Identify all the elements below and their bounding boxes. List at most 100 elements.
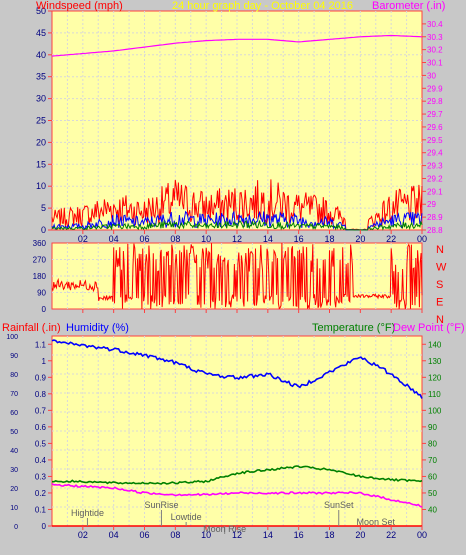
x-tick-label: 16 [294, 234, 304, 244]
annotation-label: Hightide [71, 508, 104, 518]
right-tick-label: 29.2 [427, 174, 443, 183]
x-tick-label: 18 [324, 234, 334, 244]
barometer-series [51, 34, 423, 57]
rain-tick-label: 1 [42, 357, 47, 366]
rain-tick-label: 0.3 [35, 472, 47, 481]
left-tick-label: 30 [36, 94, 46, 104]
direction-tick-label: 0 [42, 305, 47, 314]
x-tick-label: 10 [201, 234, 211, 244]
left-tick-label: 50 [36, 6, 46, 16]
wind-direction-series [51, 242, 423, 310]
right-tick-label: 29.8 [427, 97, 443, 106]
direction-tick-label: 180 [33, 272, 47, 281]
rain-tick-label: 0.2 [35, 489, 47, 498]
x-tick-label: 06 [139, 234, 149, 244]
right-tick-label: 29.7 [427, 110, 443, 119]
annotation-label: Lowtide [171, 512, 202, 522]
left-tick-label: 35 [36, 72, 46, 82]
x-tick-label: 16 [294, 530, 304, 540]
x-tick-label: 06 [139, 530, 149, 540]
right-tick-label: 29 [427, 200, 436, 209]
left-tick-label: 25 [36, 116, 46, 126]
temp-tick-label: 40 [428, 505, 437, 514]
right-tick-label: 29.5 [427, 136, 443, 145]
temp-tick-label: 140 [428, 340, 442, 349]
humidity-tick-label: 20 [10, 486, 18, 493]
temp-humidity-ticks: 02 04 06 08 10 12 14 16 18 20 22 000102030405060708… [6, 334, 442, 540]
compass-label: S [436, 279, 443, 291]
temp-tick-label: 110 [428, 390, 441, 399]
humidity-tick-label: 40 [10, 448, 18, 455]
left-tick-label: 20 [36, 137, 46, 147]
humidity-tick-label: 50 [10, 429, 18, 436]
right-tick-label: 29.9 [427, 84, 443, 93]
right-tick-label: 28.9 [427, 213, 443, 222]
temp-tick-label: 100 [428, 406, 442, 415]
direction-tick-label: 90 [37, 289, 46, 298]
annotation-label: Moon Rise [203, 524, 246, 534]
left-tick-label: 0 [41, 225, 46, 235]
x-tick-label: 00 [417, 234, 427, 244]
x-tick-label: 20 [355, 530, 365, 540]
humidity-tick-label: 0 [14, 524, 18, 531]
wind-baro-ticks: 02 04 06 08 10 12 14 16 18 20 22 000510152025303540… [36, 6, 443, 244]
direction-tick-label: 360 [33, 239, 47, 248]
humidity-tick-label: 10 [10, 505, 18, 512]
rain-tick-label: 0.9 [35, 373, 47, 382]
left-tick-label: 5 [41, 203, 46, 213]
rain-tick-label: 1.1 [35, 340, 47, 349]
rain-tick-label: 0 [42, 522, 47, 531]
right-tick-label: 29.1 [427, 187, 443, 196]
rain-tick-label: 0.1 [35, 505, 47, 514]
x-tick-label: 20 [355, 234, 365, 244]
barometer-title: Barometer (.in) [372, 0, 445, 12]
humidity-tick-label: 30 [10, 467, 18, 474]
x-tick-label: 04 [109, 234, 119, 244]
windspeed-title: Windspeed (mph) [36, 0, 123, 12]
left-tick-label: 45 [36, 28, 46, 38]
right-tick-label: 28.8 [427, 226, 443, 235]
x-tick-label: 02 [78, 530, 88, 540]
x-tick-label: 12 [232, 530, 242, 540]
graph-title: 24 hour graph day - October 04 2016 [172, 0, 353, 12]
temp-tick-label: 130 [428, 357, 442, 366]
x-tick-label: 12 [232, 234, 242, 244]
rain-tick-label: 0.6 [35, 423, 47, 432]
humidity-series [51, 339, 423, 399]
rain-tick-label: 0.4 [35, 456, 47, 465]
humidity-tick-label: 60 [10, 410, 18, 417]
direction-tick-label: 270 [33, 256, 47, 265]
x-tick-label: 02 [78, 234, 88, 244]
right-tick-label: 29.6 [427, 123, 443, 132]
rain-tick-label: 0.8 [35, 390, 47, 399]
rain-tick-label: 0.5 [35, 439, 47, 448]
annotation-label: Moon Set [356, 517, 395, 527]
humidity-tick-label: 70 [10, 391, 18, 398]
x-tick-label: 04 [109, 530, 119, 540]
temp-tick-label: 80 [428, 439, 437, 448]
humidity-tick-label: 80 [10, 372, 18, 379]
right-tick-label: 30 [427, 71, 436, 80]
left-tick-label: 15 [36, 159, 46, 169]
dewpoint-title: Dew Point (°F) [393, 322, 465, 334]
wind-direction-ticks: 0 N 90 W 180 S 270 E 360 N [33, 239, 447, 326]
compass-label: N [436, 314, 444, 326]
left-tick-label: 40 [36, 50, 46, 60]
x-tick-label: 14 [263, 234, 273, 244]
compass-label: W [436, 262, 447, 274]
compass-label: N [436, 244, 444, 256]
x-tick-label: 22 [386, 234, 396, 244]
right-tick-label: 30.3 [427, 33, 443, 42]
temp-tick-label: 90 [428, 423, 437, 432]
temp-tick-label: 60 [428, 472, 437, 481]
rain-tick-label: 0.7 [35, 406, 47, 415]
right-tick-label: 30.1 [427, 59, 443, 68]
temperature-series [52, 465, 423, 485]
x-tick-label: 22 [386, 530, 396, 540]
annotation-label: SunRise [144, 500, 178, 510]
x-tick-label: 08 [170, 530, 180, 540]
x-tick-label: 10 [201, 530, 211, 540]
wind-baro-grid [52, 11, 422, 230]
